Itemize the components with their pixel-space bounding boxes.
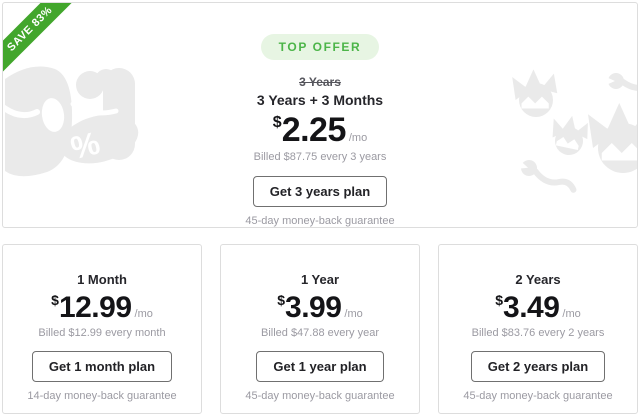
- get-1-month-plan-button[interactable]: Get 1 month plan: [31, 351, 173, 382]
- price-period: /mo: [562, 308, 581, 320]
- price: $3.99/mo: [221, 293, 419, 323]
- top-offer-card: SAVE 83% %: [2, 2, 638, 228]
- get-1-year-plan-button[interactable]: Get 1 year plan: [256, 351, 384, 382]
- get-3-years-plan-button[interactable]: Get 3 years plan: [252, 176, 388, 207]
- billing-note: Billed $12.99 every month: [38, 327, 166, 339]
- price: $2.25/mo: [3, 113, 637, 147]
- money-back-guarantee: 45-day money-back guarantee: [245, 215, 395, 227]
- old-term-strikethrough: 3 Years: [299, 75, 341, 89]
- money-back-guarantee: 14-day money-back guarantee: [27, 390, 177, 402]
- price-period: /mo: [134, 308, 153, 320]
- currency-symbol: $: [51, 292, 59, 308]
- billing-note: Billed $87.75 every 3 years: [253, 151, 387, 163]
- plans-row: 1 Month $12.99/mo Billed $12.99 every mo…: [2, 244, 638, 414]
- money-back-guarantee: 45-day money-back guarantee: [245, 390, 395, 402]
- currency-symbol: $: [277, 292, 286, 308]
- plan-card-1-year: 1 Year $3.99/mo Billed $47.88 every year…: [220, 244, 420, 414]
- price-period: /mo: [348, 132, 368, 144]
- price: $12.99/mo: [3, 293, 201, 323]
- currency-symbol: $: [495, 292, 504, 308]
- top-offer-badge: TOP OFFER: [260, 34, 380, 60]
- plan-title: 2 Years: [515, 272, 561, 287]
- get-2-years-plan-button[interactable]: Get 2 years plan: [470, 351, 606, 382]
- price-amount: 12.99: [58, 291, 132, 324]
- money-back-guarantee: 45-day money-back guarantee: [463, 390, 613, 402]
- price-period: /mo: [344, 308, 363, 320]
- price-amount: 3.99: [285, 291, 342, 324]
- price-amount: 2.25: [281, 111, 347, 149]
- price: $3.49/mo: [439, 293, 637, 323]
- plan-title: 1 Year: [300, 272, 340, 287]
- top-offer-content: TOP OFFER 3 Years 3 Years + 3 Months $2.…: [3, 3, 637, 227]
- plan-card-1-month: 1 Month $12.99/mo Billed $12.99 every mo…: [2, 244, 202, 414]
- plan-card-2-years: 2 Years $3.49/mo Billed $83.76 every 2 y…: [438, 244, 638, 414]
- price-amount: 3.49: [503, 291, 560, 324]
- plan-term: 3 Years + 3 Months: [256, 92, 384, 108]
- plan-title: 1 Month: [77, 272, 127, 287]
- currency-symbol: $: [272, 114, 282, 131]
- billing-note: Billed $47.88 every year: [260, 327, 379, 339]
- billing-note: Billed $83.76 every 2 years: [471, 327, 605, 339]
